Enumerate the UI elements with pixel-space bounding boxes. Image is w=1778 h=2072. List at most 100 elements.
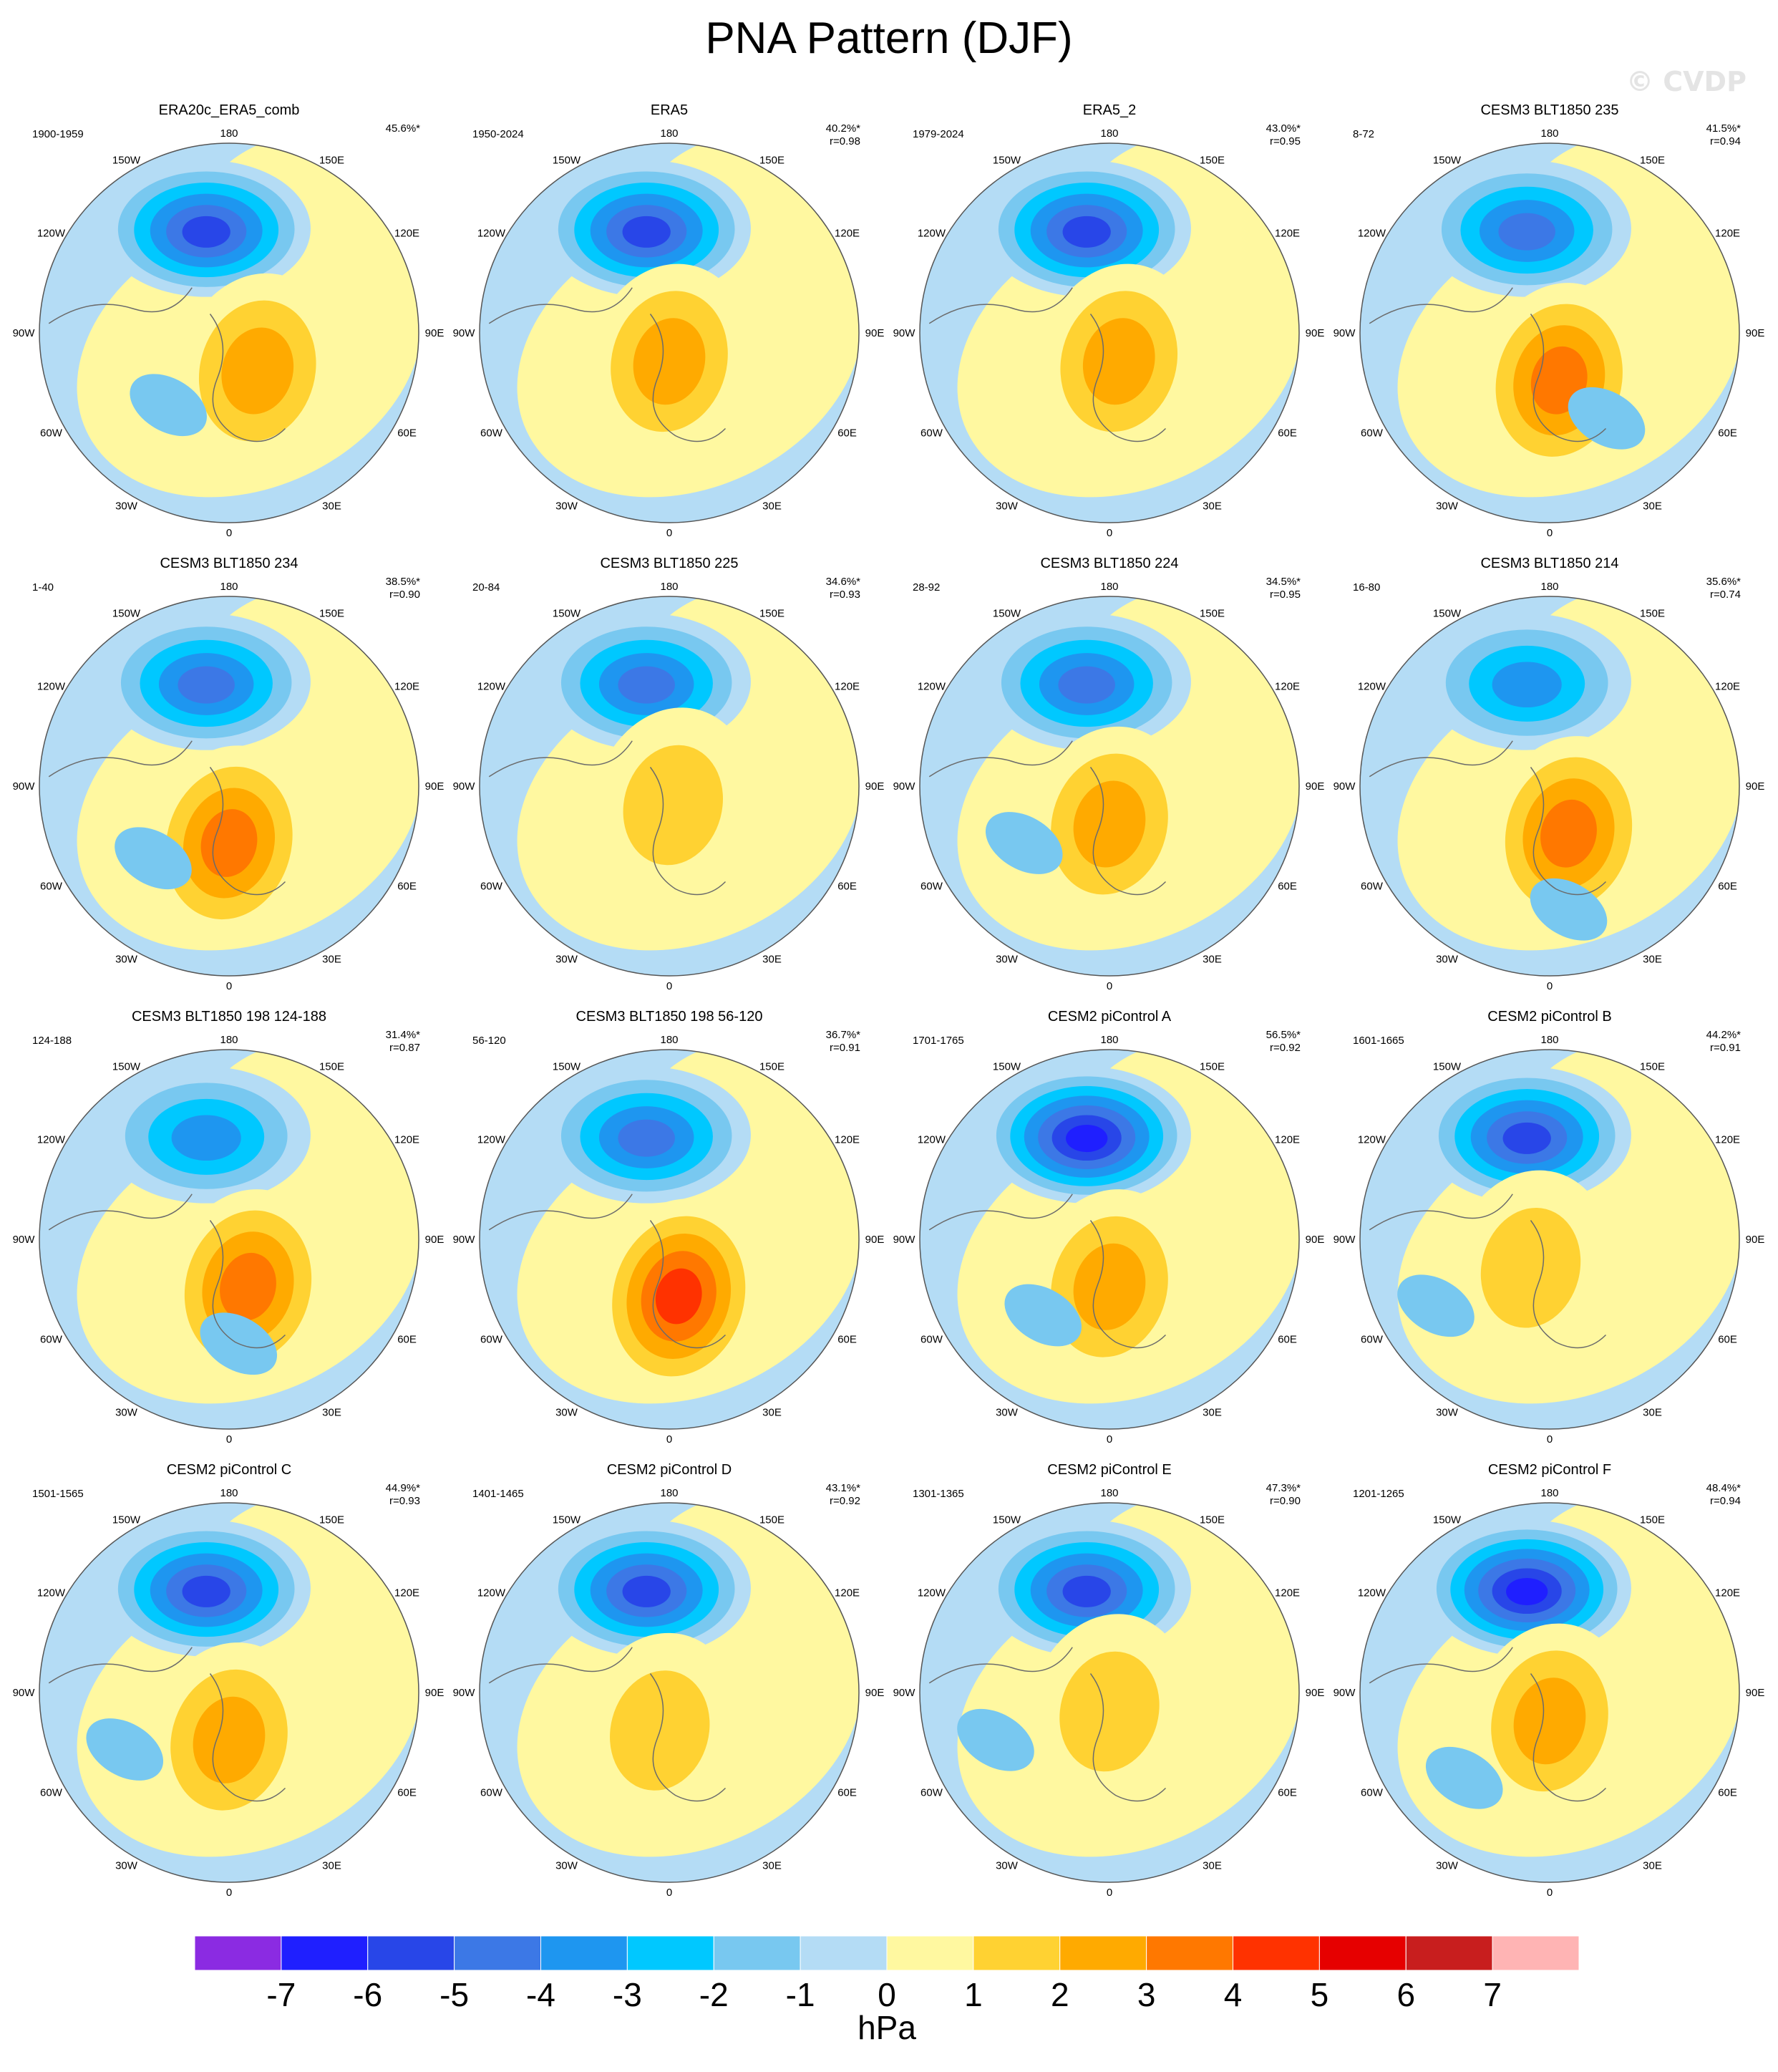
longitude-label: 150E [1200, 1514, 1225, 1526]
longitude-label: 150E [1640, 607, 1665, 619]
longitude-label: 0 [1107, 1887, 1112, 1899]
longitude-label: 60E [397, 881, 417, 893]
panel-variance: 40.2%* [826, 122, 861, 135]
coastline [1089, 1220, 1167, 1349]
high-contour [200, 809, 258, 877]
longitude-label: 150W [553, 607, 581, 619]
high-contour [1513, 1678, 1586, 1765]
secondary-low [130, 374, 207, 437]
longitude-label: 120W [1358, 1134, 1386, 1146]
longitude-label: 60E [1278, 881, 1297, 893]
colorbar-swatch [1492, 1935, 1580, 1971]
longitude-label: 60E [1718, 881, 1737, 893]
secondary-low [1004, 1284, 1082, 1347]
longitude-label: 120W [918, 228, 946, 240]
colorbar-swatch [540, 1935, 628, 1971]
longitude-label: 120E [835, 228, 860, 240]
longitude-label: 180 [1540, 581, 1558, 593]
longitude-label: 60E [837, 1787, 857, 1799]
colorbar-tick: -3 [613, 1976, 642, 2013]
longitude-label: 150W [1433, 1060, 1462, 1073]
colorbar-swatch [367, 1935, 455, 1971]
longitude-label: 30E [322, 500, 341, 513]
map-boundary [1359, 596, 1740, 977]
coastline [488, 287, 633, 324]
longitude-label: 30W [555, 1860, 578, 1872]
panel-period: 16-80 [1353, 581, 1380, 594]
longitude-label: 150E [1640, 1514, 1665, 1526]
longitude-label: 30W [115, 500, 138, 513]
longitude-label: 120E [1275, 228, 1300, 240]
longitude-label: 180 [220, 1034, 238, 1046]
panel-variance: 34.5%* [1266, 576, 1301, 588]
longitude-label: 30W [996, 500, 1019, 513]
longitude-label: 90W [1334, 780, 1356, 793]
longitude-label: 150W [553, 1060, 581, 1073]
longitude-label: 30W [555, 1407, 578, 1419]
longitude-label: 60W [1361, 881, 1384, 893]
longitude-label: 0 [226, 527, 232, 539]
colorbar-tick: -6 [353, 1976, 382, 2013]
map-panel: 180 150E 120E 90E 60E 30E 0 30W 60W 90W 120W 150W CE… [1334, 556, 1765, 992]
longitude-label: 30E [762, 500, 782, 513]
longitude-label: 90E [865, 1234, 885, 1246]
panel-period: 1701-1765 [913, 1035, 964, 1047]
longitude-label: 120E [1275, 1134, 1300, 1146]
panel-period: 1950-2024 [472, 128, 524, 140]
longitude-label: 90W [453, 1234, 476, 1246]
longitude-label: 150W [112, 1514, 141, 1526]
longitude-label: 120E [394, 1587, 419, 1599]
high-contour [193, 1696, 266, 1783]
longitude-label: 150E [759, 1514, 784, 1526]
map-panel: 180 150E 120E 90E 60E 30E 0 30W 60W 90W 120W 150W CE… [453, 1009, 885, 1446]
map-boundary [39, 596, 419, 977]
panel-variance: 38.5%* [386, 576, 421, 588]
longitude-label: 150W [112, 1060, 141, 1073]
longitude-label: 90W [1334, 1687, 1356, 1699]
low-contour [1062, 216, 1111, 248]
longitude-label: 150E [319, 154, 344, 166]
longitude-label: 120E [1715, 1134, 1740, 1146]
longitude-label: 150W [993, 607, 1021, 619]
longitude-label: 60W [40, 1334, 63, 1346]
longitude-label: 0 [666, 1433, 672, 1446]
high-contour [1073, 1243, 1146, 1330]
panel-period: 1201-1265 [1353, 1488, 1404, 1500]
panel-period: 1501-1565 [32, 1488, 84, 1500]
panel-correlation: r=0.94 [1710, 1495, 1741, 1507]
high-contour [655, 1268, 702, 1325]
low-contour [182, 1575, 230, 1607]
map-panel: 180 150E 120E 90E 60E 30E 0 30W 60W 90W 120W 150W CE… [1334, 1462, 1765, 1899]
longitude-label: 90E [425, 780, 444, 793]
panel-title: CESM2 piControl C [167, 1462, 292, 1478]
colorbar-tick: 7 [1483, 1976, 1502, 2013]
panel-period: 56-120 [472, 1035, 506, 1047]
longitude-label: 60E [837, 427, 857, 440]
longitude-label: 0 [1547, 1433, 1553, 1446]
panel-period: 1301-1365 [913, 1488, 964, 1500]
longitude-label: 90E [1306, 1234, 1325, 1246]
longitude-label: 90W [1334, 1234, 1356, 1246]
colorbar-swatch [454, 1935, 541, 1971]
longitude-label: 30W [1436, 500, 1459, 513]
longitude-label: 90E [865, 327, 885, 339]
longitude-label: 60W [920, 427, 943, 440]
coastline [649, 1220, 727, 1349]
panel-variance: 31.4%* [386, 1029, 421, 1041]
colorbar-swatch [281, 1935, 369, 1971]
longitude-label: 90E [1746, 1234, 1765, 1246]
longitude-label: 90W [13, 1234, 36, 1246]
panel-variance: 56.5%* [1266, 1029, 1301, 1041]
colorbar-tick: 1 [964, 1976, 983, 2013]
panel-variance: 44.2%* [1706, 1029, 1741, 1041]
map-panel: 180 150E 120E 90E 60E 30E 0 30W 60W 90W 120W 150W ER… [893, 102, 1325, 539]
longitude-label: 0 [1547, 527, 1553, 539]
longitude-label: 60E [1718, 1787, 1737, 1799]
panel-period: 1-40 [32, 581, 54, 594]
longitude-label: 30E [762, 1407, 782, 1419]
panel-variance: 34.6%* [826, 576, 861, 588]
longitude-label: 150E [1200, 607, 1225, 619]
high-contour [633, 318, 706, 405]
longitude-label: 0 [226, 980, 232, 992]
map-boundary [919, 1049, 1300, 1430]
